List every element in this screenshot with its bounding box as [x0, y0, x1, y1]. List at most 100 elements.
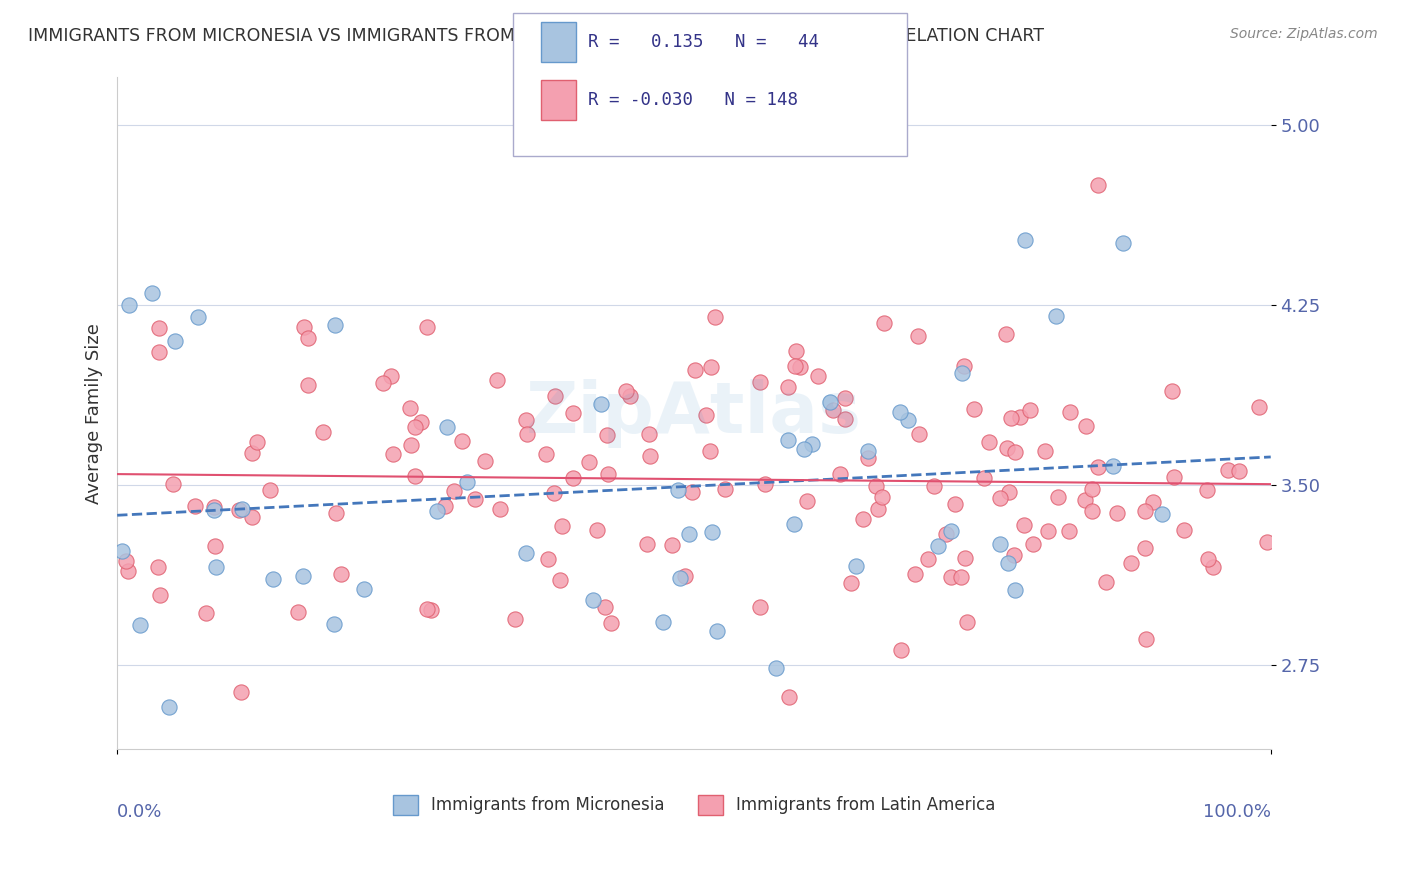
micro — [110, 544, 132, 558]
latin — [1202, 559, 1225, 574]
latin — [907, 328, 929, 343]
micro — [792, 442, 814, 456]
micro — [231, 501, 253, 516]
latin — [398, 401, 420, 416]
latin — [1080, 482, 1102, 496]
micro — [436, 419, 458, 434]
micro — [157, 700, 180, 714]
latin — [1002, 549, 1025, 563]
latin — [953, 551, 976, 566]
latin — [1018, 403, 1040, 417]
latin — [515, 413, 537, 427]
latin — [117, 564, 139, 578]
micro — [426, 504, 449, 518]
latin — [945, 497, 967, 511]
latin — [619, 389, 641, 403]
micro — [952, 366, 974, 380]
micro — [262, 573, 284, 587]
latin — [852, 512, 875, 526]
latin — [870, 490, 893, 504]
latin — [1036, 524, 1059, 538]
latin — [866, 502, 889, 516]
micro — [323, 318, 346, 333]
latin — [474, 453, 496, 467]
latin — [485, 373, 508, 387]
latin — [544, 389, 567, 403]
latin — [148, 559, 170, 574]
latin — [204, 539, 226, 553]
latin — [749, 376, 772, 390]
micro — [202, 503, 225, 517]
latin — [890, 642, 912, 657]
latin — [700, 359, 723, 374]
latin — [162, 476, 184, 491]
latin — [586, 523, 609, 537]
latin — [596, 427, 619, 442]
micro — [706, 624, 728, 639]
latin — [1095, 575, 1118, 590]
latin — [312, 425, 335, 440]
latin — [561, 471, 583, 485]
micro — [783, 517, 806, 532]
latin — [1012, 517, 1035, 532]
latin — [1087, 460, 1109, 475]
micro — [1150, 507, 1173, 521]
latin — [404, 468, 426, 483]
Y-axis label: Average Family Size: Average Family Size — [86, 323, 103, 504]
micro — [858, 444, 880, 458]
latin — [776, 380, 799, 394]
latin — [1161, 384, 1184, 398]
latin — [956, 615, 979, 629]
latin — [404, 419, 426, 434]
latin — [841, 575, 863, 590]
micro — [591, 397, 613, 411]
micro — [897, 413, 920, 427]
latin — [503, 612, 526, 626]
latin — [551, 518, 574, 533]
micro — [515, 546, 537, 560]
latin — [240, 446, 263, 460]
latin — [443, 484, 465, 499]
latin — [451, 434, 474, 449]
latin — [681, 484, 703, 499]
latin — [489, 502, 512, 516]
micro — [778, 433, 800, 447]
latin — [1074, 493, 1097, 508]
latin — [661, 538, 683, 552]
latin — [240, 509, 263, 524]
micro — [129, 618, 152, 632]
latin — [1195, 483, 1218, 498]
latin — [949, 570, 972, 584]
latin — [1119, 557, 1142, 571]
latin — [1081, 504, 1104, 518]
latin — [287, 605, 309, 619]
latin — [148, 321, 170, 335]
latin — [1247, 400, 1270, 414]
latin — [917, 551, 939, 566]
latin — [420, 603, 443, 617]
micro — [141, 286, 163, 301]
micro — [353, 582, 375, 596]
latin — [593, 600, 616, 615]
micro — [700, 524, 723, 539]
micro — [456, 475, 478, 489]
Legend: Immigrants from Micronesia, Immigrants from Latin America: Immigrants from Micronesia, Immigrants f… — [385, 788, 1002, 822]
latin — [149, 588, 172, 602]
Text: 0.0%: 0.0% — [117, 803, 163, 822]
micro — [652, 615, 675, 630]
Text: Source: ZipAtlas.com: Source: ZipAtlas.com — [1230, 27, 1378, 41]
latin — [873, 316, 896, 330]
latin — [578, 455, 600, 469]
latin — [543, 486, 565, 500]
latin — [995, 441, 1018, 455]
latin — [830, 467, 852, 481]
latin — [228, 502, 250, 516]
latin — [1047, 491, 1070, 505]
micro — [118, 298, 141, 312]
latin — [516, 427, 538, 442]
latin — [1227, 464, 1250, 478]
latin — [834, 391, 856, 405]
latin — [796, 493, 818, 508]
micro — [187, 310, 209, 325]
latin — [865, 478, 887, 492]
